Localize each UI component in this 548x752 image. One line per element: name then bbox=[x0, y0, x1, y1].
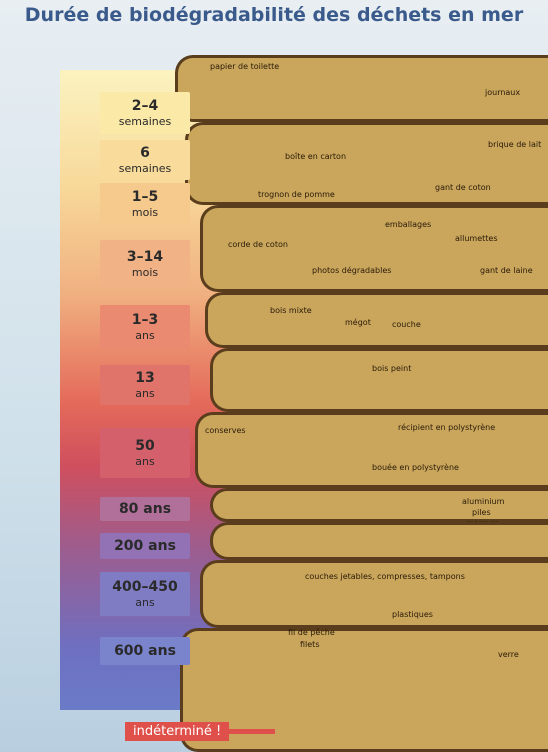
item-label: papier de toilette bbox=[210, 62, 279, 71]
item-label: gant de laine bbox=[480, 266, 533, 275]
item-label: filets bbox=[300, 640, 320, 649]
arrow bbox=[220, 729, 275, 734]
item-label: trognon de pomme bbox=[258, 190, 335, 199]
item-label: piles bbox=[472, 508, 491, 517]
duration-line: ans bbox=[100, 386, 190, 402]
duration-line: ans bbox=[100, 328, 190, 344]
soil-layer bbox=[200, 560, 548, 628]
poster: Durée de biodégradabilité des déchets en… bbox=[0, 0, 548, 752]
duration-line: mois bbox=[100, 265, 190, 281]
duration-line: 6 bbox=[100, 145, 190, 161]
item-label: journaux bbox=[485, 88, 520, 97]
item-label: corde de coton bbox=[228, 240, 288, 249]
item-label: brique de lait bbox=[488, 140, 541, 149]
title: Durée de biodégradabilité des déchets en… bbox=[0, 4, 548, 26]
duration-line: 3–14 bbox=[100, 249, 190, 265]
item-label: bois mixte bbox=[270, 306, 312, 315]
item-label: aluminium bbox=[462, 497, 504, 506]
item-label: couche bbox=[392, 320, 421, 329]
duration-line: 80 ans bbox=[100, 501, 190, 517]
soil-layer bbox=[205, 292, 548, 348]
duration-line: 13 bbox=[100, 370, 190, 386]
duration-line: 1–5 bbox=[100, 189, 190, 205]
item-label: mégot bbox=[345, 318, 371, 327]
duration-line: 1–3 bbox=[100, 312, 190, 328]
item-label: couches jetables, compresses, tampons bbox=[305, 572, 465, 581]
item-label: plastiques bbox=[392, 610, 433, 619]
item-label: photos dégradables bbox=[312, 266, 391, 275]
duration-line: 50 bbox=[100, 438, 190, 454]
duration-line: mois bbox=[100, 205, 190, 221]
duration-line: semaines bbox=[100, 161, 190, 177]
item-label: bouée en polystyrène bbox=[372, 463, 459, 472]
duration-line: 200 ans bbox=[100, 538, 190, 554]
duration-line: 600 ans bbox=[100, 643, 190, 659]
item-label: fil de pêche bbox=[288, 628, 335, 637]
duration-line: 2–4 bbox=[100, 98, 190, 114]
item-label: emballages bbox=[385, 220, 431, 229]
item-label: verre bbox=[498, 650, 519, 659]
item-label: récipient en polystyrène bbox=[398, 423, 495, 432]
item-label: allumettes bbox=[455, 234, 498, 243]
duration-label: 600 ans bbox=[100, 637, 190, 665]
item-label: gant de coton bbox=[435, 183, 491, 192]
duration-label: 80 ans bbox=[100, 497, 190, 521]
duration-line: ans bbox=[100, 454, 190, 470]
duration-line: 400–450 bbox=[100, 579, 190, 595]
item-label: conserves bbox=[205, 426, 246, 435]
soil-layer bbox=[210, 522, 548, 560]
item-label: bois peint bbox=[372, 364, 411, 373]
duration-label: 200 ans bbox=[100, 533, 190, 559]
soil-layer bbox=[210, 348, 548, 412]
footer-label: indéterminé ! bbox=[125, 722, 229, 741]
soil-layer bbox=[185, 122, 548, 205]
item-label: boîte en carton bbox=[285, 152, 346, 161]
duration-line: semaines bbox=[100, 114, 190, 130]
duration-line: ans bbox=[100, 595, 190, 611]
